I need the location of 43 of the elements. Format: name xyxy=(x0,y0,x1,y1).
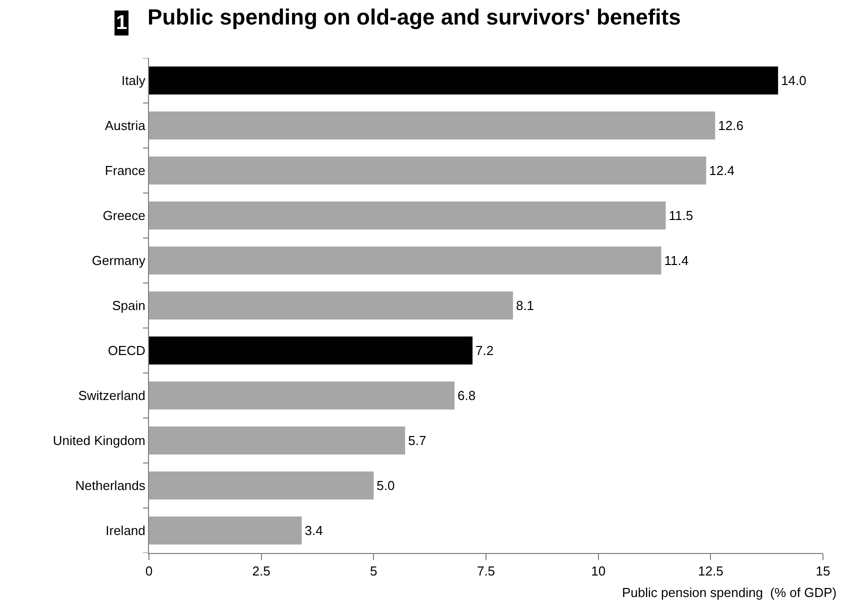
bar xyxy=(149,382,455,410)
data-label: 5.7 xyxy=(408,433,426,448)
bar xyxy=(149,156,706,184)
x-tick-label: 2.5 xyxy=(252,564,270,579)
data-label: 12.4 xyxy=(709,163,734,178)
bar xyxy=(149,472,374,500)
y-tick-label: Netherlands xyxy=(75,478,146,494)
data-label: 8.1 xyxy=(516,298,534,313)
data-label: 11.4 xyxy=(664,253,689,268)
y-tick-label: Spain xyxy=(112,298,146,314)
bar xyxy=(149,246,662,274)
text: 1 xyxy=(116,12,128,34)
data-label: 5.0 xyxy=(376,478,395,493)
x-axis-title: Public pension spending (% of GDP) xyxy=(622,585,837,600)
x-tick-label: 0 xyxy=(145,564,153,579)
y-tick-label: Germany xyxy=(92,253,146,268)
x-tick-label: 5 xyxy=(370,564,378,579)
bar xyxy=(149,202,666,230)
y-tick-label: Switzerland xyxy=(78,388,146,404)
y-tick-label: United Kingdom xyxy=(52,433,146,448)
chart-title: Public spending on old-age and survivors' benefits xyxy=(148,4,681,30)
bar xyxy=(149,336,473,364)
data-label: 14.0 xyxy=(781,73,806,88)
bar xyxy=(149,292,513,320)
data-label: 11.5 xyxy=(668,208,694,223)
data-label: 12.6 xyxy=(718,118,744,133)
x-tick-label: 7.5 xyxy=(476,564,496,579)
data-label: 6.8 xyxy=(458,388,476,403)
bar xyxy=(149,66,778,94)
x-tick-label: 12.5 xyxy=(698,564,724,579)
y-tick-label: OECD xyxy=(108,343,146,358)
x-tick-label: 15 xyxy=(816,564,830,579)
y-tick-label: Greece xyxy=(102,208,146,224)
data-label: 3.4 xyxy=(304,523,323,538)
data-label: 7.2 xyxy=(476,343,494,358)
y-tick-label: Austria xyxy=(104,118,146,134)
y-tick-label: Italy xyxy=(122,73,146,88)
bar xyxy=(149,112,716,140)
bar xyxy=(149,516,302,544)
bar xyxy=(149,426,406,454)
y-tick-label: France xyxy=(104,163,146,178)
y-tick-label: Ireland xyxy=(106,523,146,538)
x-tick-label: 10 xyxy=(591,564,606,579)
